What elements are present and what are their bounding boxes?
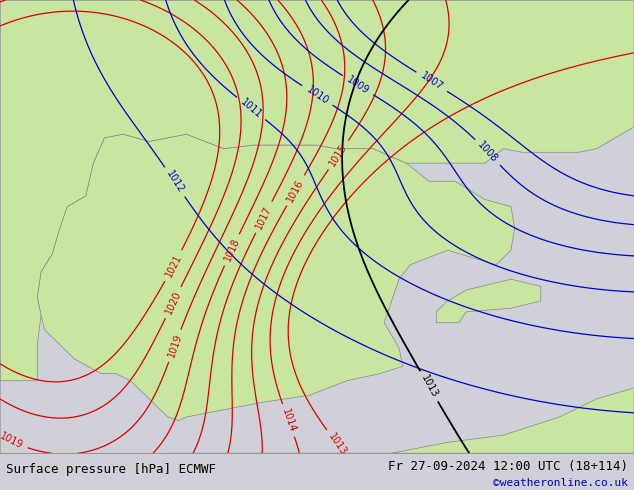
Text: 1016: 1016 — [285, 177, 306, 204]
Text: 1021: 1021 — [164, 252, 183, 279]
Text: 1011: 1011 — [238, 97, 264, 120]
Polygon shape — [37, 134, 515, 420]
Text: 1019: 1019 — [166, 333, 184, 359]
Text: 1018: 1018 — [223, 237, 242, 263]
Text: 1015: 1015 — [328, 142, 349, 168]
Text: 1013: 1013 — [326, 431, 348, 457]
Text: 1017: 1017 — [254, 204, 274, 230]
Text: ©weatheronline.co.uk: ©weatheronline.co.uk — [493, 478, 628, 489]
Text: 1019: 1019 — [0, 431, 24, 451]
Polygon shape — [0, 0, 634, 381]
Text: 1007: 1007 — [418, 71, 445, 93]
Text: 1010: 1010 — [304, 84, 330, 106]
Polygon shape — [436, 279, 541, 323]
Polygon shape — [168, 388, 634, 453]
Text: Fr 27-09-2024 12:00 UTC (18+114): Fr 27-09-2024 12:00 UTC (18+114) — [387, 460, 628, 473]
Text: 1009: 1009 — [345, 74, 371, 96]
Text: Surface pressure [hPa] ECMWF: Surface pressure [hPa] ECMWF — [6, 463, 216, 476]
Text: 1012: 1012 — [164, 169, 186, 195]
Text: 1020: 1020 — [164, 289, 183, 316]
Text: 1013: 1013 — [419, 373, 439, 399]
Text: 1014: 1014 — [280, 407, 297, 434]
Text: 1008: 1008 — [476, 140, 500, 165]
